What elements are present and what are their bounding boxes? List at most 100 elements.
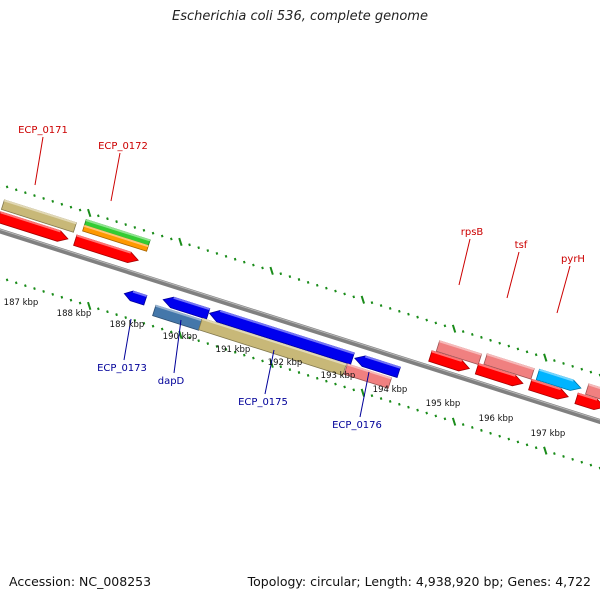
- pink-outer-3-shine: [588, 383, 600, 390]
- inner-tick: [352, 388, 356, 392]
- outer-tick: [69, 205, 73, 209]
- inner-tick: [224, 347, 228, 351]
- tan-outer-left-shine: [3, 199, 77, 225]
- callout-ecp0171-label: ECP_0171: [18, 125, 68, 136]
- callout-ecp0173-label: ECP_0173: [97, 363, 147, 374]
- scale-label-4: 191 kbp: [216, 345, 251, 355]
- outer-tick: [461, 330, 465, 334]
- outer-tick: [87, 208, 92, 218]
- outer-tick: [133, 225, 137, 229]
- inner-tick: [297, 371, 301, 374]
- callout-ecp0175-leader: [264, 349, 275, 395]
- inner-tick: [242, 353, 246, 357]
- outer-tick: [315, 283, 319, 287]
- outer-tick: [297, 278, 301, 281]
- outer-tick: [142, 228, 146, 232]
- inner-tick: [470, 426, 474, 429]
- inner-tick: [14, 281, 18, 285]
- pink-outer-2: [483, 353, 535, 380]
- inner-tick: [325, 379, 328, 383]
- callout-tsf: tsf: [506, 240, 528, 299]
- outer-tick: [443, 324, 447, 328]
- outer-tick: [334, 289, 337, 293]
- inner-tick: [197, 339, 200, 343]
- red-outer-4: [474, 362, 524, 387]
- inner-tick: [571, 457, 574, 461]
- red-outer-3-shine: [431, 350, 463, 362]
- outer-tick: [534, 353, 538, 357]
- outer-tick: [306, 280, 310, 284]
- inner-tick: [416, 408, 419, 412]
- inner-tick: [398, 402, 401, 406]
- inner-tick: [115, 313, 118, 317]
- inner-tick: [489, 431, 492, 435]
- blue-inner-1-shine: [173, 296, 210, 311]
- outer-tick: [197, 246, 200, 250]
- inner-tick: [498, 434, 501, 438]
- pink-outer-2-shine: [486, 353, 535, 371]
- outer-tick: [388, 306, 392, 310]
- blue-inner-1: [162, 296, 211, 320]
- inner-tick: [151, 324, 155, 328]
- backbone-layer: [0, 228, 600, 425]
- callout-ecp0173: ECP_0173: [97, 318, 147, 374]
- inner-tick: [461, 423, 465, 427]
- outer-tick: [261, 266, 264, 270]
- callout-layer: ECP_0171 ECP_0172 rpsB tsf pyrH ECP_0173 dapD E…: [18, 125, 585, 431]
- inner-tick: [261, 359, 264, 363]
- scale-label-2: 189 kbp: [110, 320, 145, 330]
- outer-tick: [589, 370, 593, 374]
- scale-label-0: 187 kbp: [4, 298, 39, 308]
- scale-label-7: 194 kbp: [373, 385, 408, 395]
- outer-tick: [352, 295, 356, 299]
- callout-ecp0175-label: ECP_0175: [238, 397, 288, 408]
- outer-tick: [269, 266, 274, 275]
- inner-tick: [160, 327, 164, 331]
- orange-bar: [82, 224, 149, 252]
- callout-ecp0172-leader: [110, 152, 121, 202]
- inner-tick: [553, 452, 556, 455]
- scale-label-6: 193 kbp: [321, 371, 356, 381]
- feature-layer: [0, 199, 600, 411]
- inner-tick: [580, 460, 584, 464]
- inner-tick: [306, 373, 310, 377]
- green-bar-shine: [85, 219, 151, 242]
- outer-tick: [252, 263, 255, 267]
- callout-ecp0171: ECP_0171: [18, 125, 68, 186]
- inner-tick: [106, 310, 109, 314]
- inner-tick: [24, 284, 27, 288]
- callout-rpsb-leader: [458, 238, 471, 286]
- outer-tick: [106, 217, 109, 221]
- map-title: Escherichia coli 536, complete genome: [172, 9, 428, 24]
- outer-tick: [124, 223, 128, 226]
- inner-tick: [516, 440, 520, 444]
- inner-tick: [42, 290, 45, 293]
- outer-tick: [498, 341, 501, 345]
- blue-inner-2: [354, 355, 401, 379]
- inner-tick: [124, 316, 128, 319]
- outer-tick: [571, 364, 574, 368]
- outer-tick: [206, 249, 210, 253]
- callout-ecp0175: ECP_0175: [238, 349, 288, 408]
- inner-tick: [78, 301, 82, 305]
- outer-tick: [580, 367, 584, 371]
- inner-tick: [370, 394, 374, 398]
- blue-inner-2-body: [354, 355, 401, 379]
- callout-pyrh-label: pyrH: [561, 254, 585, 265]
- outer-tick: [14, 188, 18, 192]
- callout-rpsb-label: rpsB: [461, 227, 484, 238]
- blue-inner-2-shine: [364, 355, 401, 369]
- outer-tick: [151, 231, 155, 235]
- inner-tick: [388, 399, 392, 403]
- blue-inner-small: [123, 290, 148, 306]
- inner-tick: [451, 417, 457, 426]
- outer-tick: [51, 199, 55, 203]
- inner-tick: [87, 301, 92, 311]
- callout-ecp0176-leader: [359, 371, 370, 418]
- scale-label-1: 188 kbp: [57, 309, 92, 319]
- outer-tick: [233, 257, 237, 261]
- red-outer-3: [428, 350, 471, 372]
- inner-tick: [69, 298, 73, 302]
- outer-tick: [434, 321, 438, 325]
